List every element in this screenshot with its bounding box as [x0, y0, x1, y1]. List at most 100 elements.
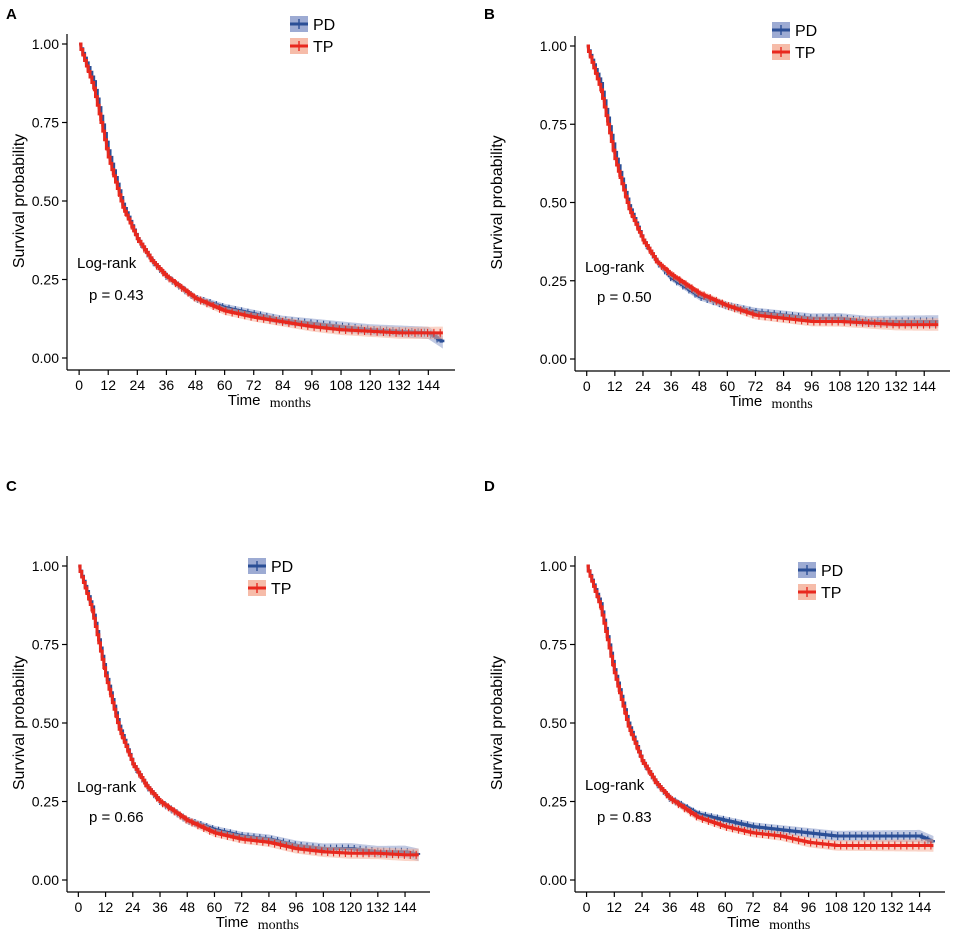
x-tick-label: 72: [748, 378, 764, 394]
censor-marks-tp: [593, 584, 932, 850]
survival-curve-tp: [586, 564, 934, 847]
panel-letter: C: [6, 478, 17, 495]
legend-label-tp: TP: [821, 585, 841, 602]
survival-chart-a: A 0.00 0.25 0.50 0.75 1.00 0 12 24 36 48 60 72 84 96 10…: [6, 6, 455, 411]
legend-label-tp: TP: [271, 581, 291, 598]
x-tick-label: 108: [329, 377, 353, 393]
x-tick-label: 0: [583, 378, 591, 394]
censor-marks-pd: [590, 54, 934, 326]
x-tick-label: 84: [261, 899, 277, 915]
y-tick-label: 0.25: [32, 272, 59, 288]
x-tick-label: 84: [773, 899, 789, 915]
y-tick-label: 0.75: [540, 116, 567, 132]
x-tick-label: 144: [908, 899, 932, 915]
legend-label-pd: PD: [271, 559, 293, 576]
y-tick-label: 0.00: [540, 351, 567, 367]
x-tick-label: 120: [358, 377, 382, 393]
survival-chart-c: C 0.00 0.25 0.50 0.75 1.00 0 12 24 36 48 60 72 84 96 10…: [6, 478, 430, 933]
y-tick-label: 1.00: [32, 558, 59, 574]
x-tick-label: 72: [234, 899, 250, 915]
x-axis-title: Time: [228, 392, 261, 409]
x-tick-label: 0: [75, 377, 83, 393]
y-axis-title: Survival probability: [11, 656, 28, 790]
x-tick-label: 108: [828, 378, 852, 394]
survival-curve-pd: [586, 44, 939, 323]
x-tick-label: 0: [74, 899, 82, 915]
y-axis-title: Survival probability: [489, 135, 506, 269]
chart-area: A 0.00 0.25 0.50 0.75 1.00 0 12 24 36 48 60 72 84 96 10…: [6, 6, 455, 411]
x-tick-label: 120: [852, 899, 876, 915]
x-tick-label: 12: [100, 377, 116, 393]
panel-letter: A: [6, 6, 17, 23]
x-tick-label: 60: [718, 899, 734, 915]
confidence-band-pd: [586, 46, 939, 328]
x-tick-label: 96: [288, 899, 304, 915]
p-value-label: p = 0.83: [597, 809, 652, 826]
y-tick-label: 1.00: [32, 36, 59, 52]
x-axis-unit: months: [258, 918, 299, 933]
x-axis-title: Time: [216, 914, 249, 931]
y-tick-label: 0.25: [540, 794, 567, 810]
panel-letter: D: [484, 478, 495, 495]
x-tick-label: 72: [246, 377, 262, 393]
log-rank-label: Log-rank: [585, 259, 645, 276]
x-tick-label: 24: [635, 378, 651, 394]
x-tick-label: 108: [312, 899, 336, 915]
x-axis-unit: months: [270, 396, 311, 411]
x-axis-unit: months: [771, 397, 812, 412]
legend-label-pd: PD: [821, 563, 843, 580]
x-tick-label: 60: [720, 378, 736, 394]
legend-label-pd: PD: [795, 23, 817, 40]
chart-area: C 0.00 0.25 0.50 0.75 1.00 0 12 24 36 48 60 72 84 96 10…: [6, 478, 430, 933]
censor-marks-tp: [85, 586, 417, 859]
chart-area: D 0.00 0.25 0.50 0.75 1.00 0 12 24 36 48 60 72 84 96 10…: [484, 478, 945, 933]
y-axis-title: Survival probability: [489, 656, 506, 790]
confidence-band-pd: [586, 566, 934, 849]
y-tick-label: 0.50: [32, 193, 59, 209]
y-tick-label: 0.50: [32, 715, 59, 731]
x-tick-label: 12: [607, 899, 623, 915]
x-tick-label: 132: [884, 378, 908, 394]
x-tick-label: 96: [801, 899, 817, 915]
x-tick-label: 24: [125, 899, 141, 915]
legend-label-tp: TP: [795, 45, 815, 62]
survival-curve-tp: [586, 44, 939, 327]
y-tick-label: 0.25: [32, 794, 59, 810]
x-tick-label: 84: [776, 378, 792, 394]
y-tick-label: 1.00: [540, 38, 567, 54]
x-tick-label: 144: [913, 378, 937, 394]
x-tick-label: 0: [583, 899, 591, 915]
x-axis-title: Time: [727, 914, 760, 931]
x-tick-label: 132: [880, 899, 904, 915]
x-tick-label: 144: [393, 899, 417, 915]
x-tick-label: 120: [856, 378, 880, 394]
y-tick-label: 0.75: [32, 115, 59, 131]
y-tick-label: 1.00: [540, 558, 567, 574]
p-value-label: p = 0.50: [597, 289, 652, 306]
y-tick-label: 0.75: [32, 637, 59, 653]
x-tick-label: 48: [691, 378, 707, 394]
censor-marks-tp: [593, 66, 937, 329]
x-tick-label: 108: [825, 899, 849, 915]
y-tick-label: 0.50: [540, 195, 567, 211]
x-tick-label: 96: [804, 378, 820, 394]
x-tick-label: 36: [662, 899, 678, 915]
log-rank-label: Log-rank: [77, 255, 137, 272]
x-tick-label: 36: [152, 899, 168, 915]
x-tick-label: 132: [366, 899, 390, 915]
y-tick-label: 0.00: [32, 350, 59, 366]
x-tick-label: 48: [188, 377, 204, 393]
x-tick-label: 60: [207, 899, 223, 915]
y-tick-label: 0.25: [540, 273, 567, 289]
survival-curve-pd: [586, 564, 935, 844]
x-tick-label: 36: [159, 377, 175, 393]
p-value-label: p = 0.43: [89, 287, 144, 304]
x-tick-label: 12: [607, 378, 623, 394]
chart-area: B 0.00 0.25 0.50 0.75 1.00 0 12 24 36 48 60 72 84 96 10…: [484, 6, 950, 412]
x-tick-label: 120: [339, 899, 363, 915]
y-tick-label: 0.00: [540, 872, 567, 888]
x-tick-label: 12: [98, 899, 114, 915]
x-tick-label: 24: [130, 377, 146, 393]
log-rank-label: Log-rank: [77, 779, 137, 796]
log-rank-label: Log-rank: [585, 777, 645, 794]
